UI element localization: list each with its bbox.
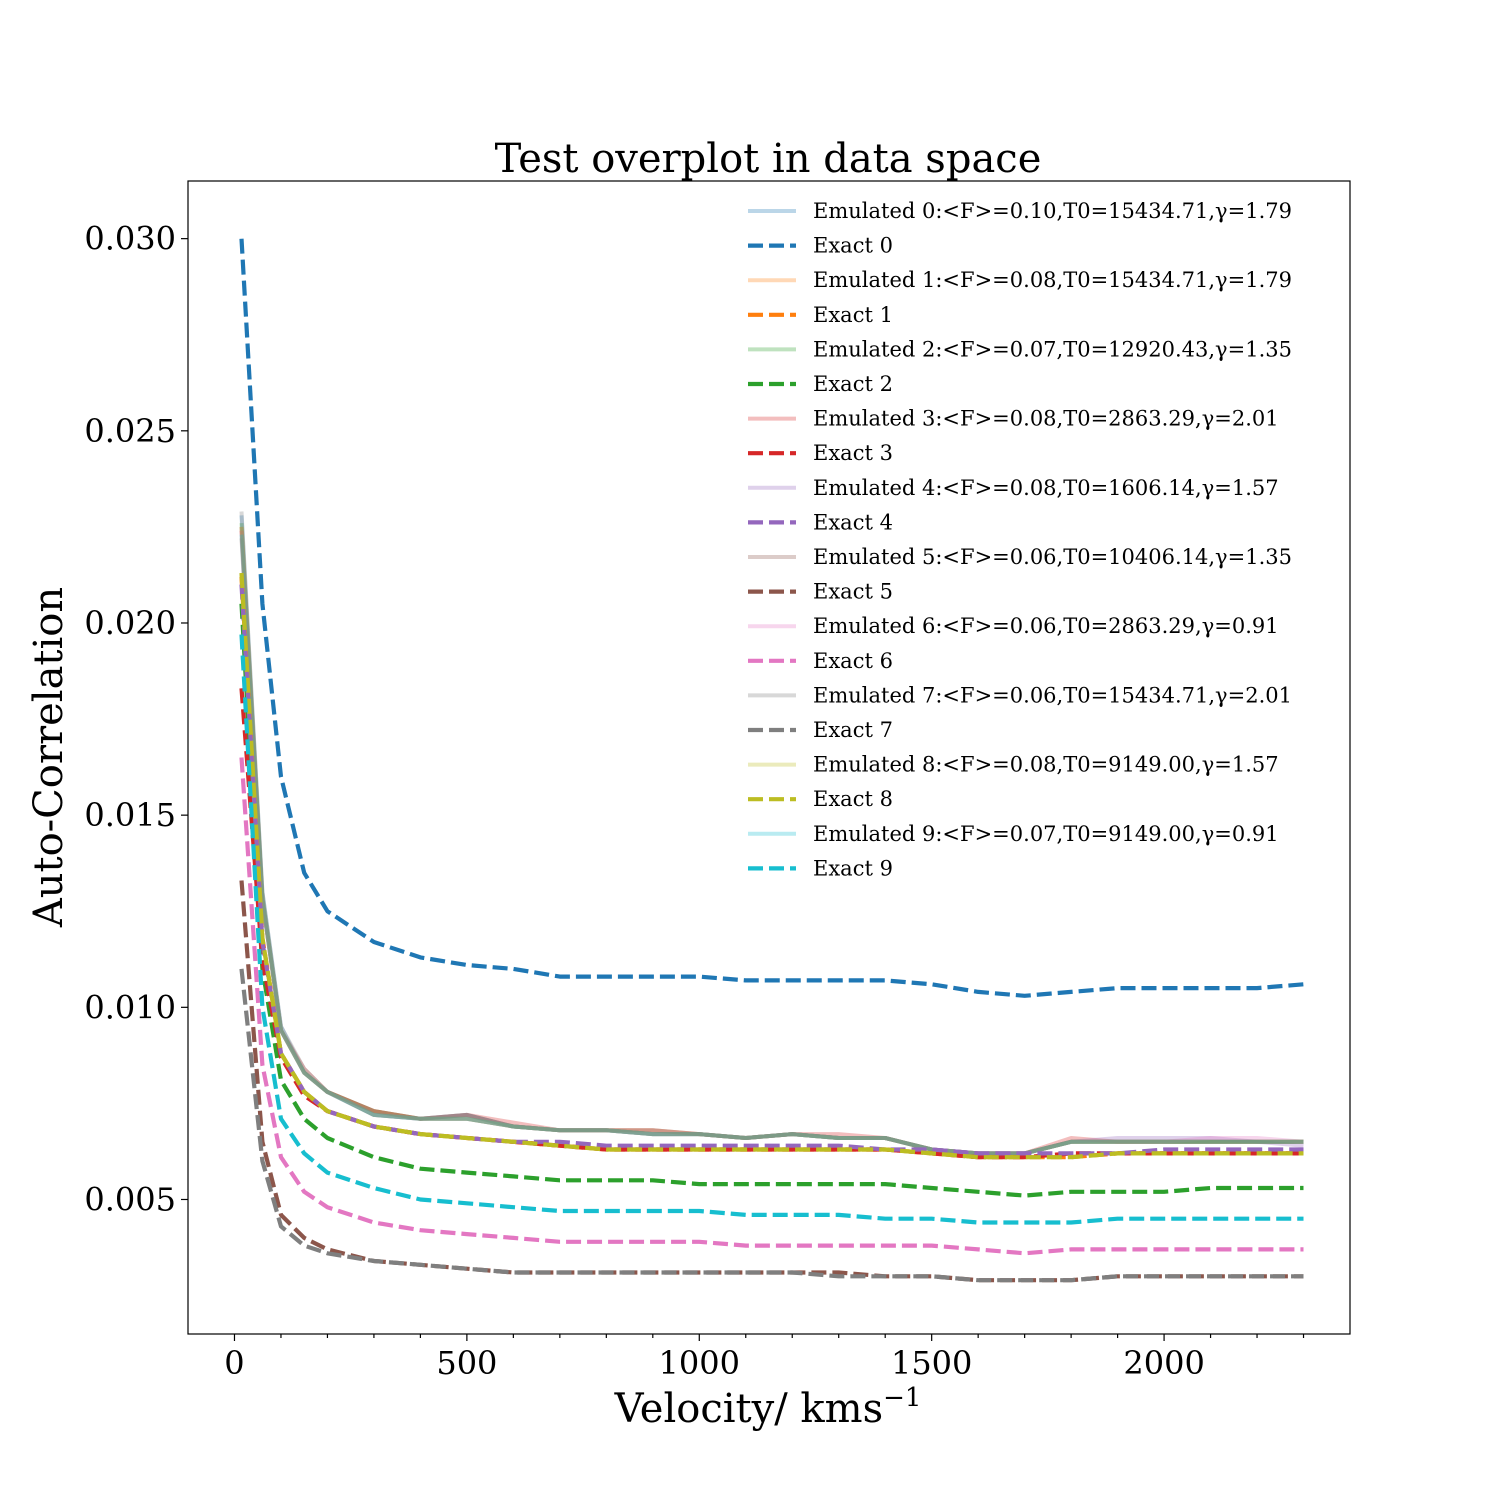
y-axis-label: Auto-Correlation (26, 587, 72, 928)
series-line-emulated-9 (239, 534, 1304, 1156)
legend-entry-label: Emulated 6:<F>=0.06,T0=2863.29,γ=0.91 (813, 614, 1279, 638)
y-tick-label: 0.010 (84, 988, 176, 1026)
legend-entry-label: Exact 8 (813, 787, 893, 811)
x-axis-label-superscript: −1 (883, 1383, 921, 1413)
x-tick-label: 2000 (1123, 1344, 1204, 1382)
legend-entry-label: Exact 3 (813, 441, 893, 465)
y-tick-label: 0.025 (84, 412, 176, 450)
y-tick-label: 0.005 (84, 1180, 176, 1218)
legend-entry-label: Emulated 5:<F>=0.06,T0=10406.14,γ=1.35 (813, 545, 1292, 569)
legend-entry-label: Exact 5 (813, 580, 893, 604)
y-axis: 0.005 0.010 0.015 0.020 0.025 0.030 (84, 220, 188, 1218)
chart-title: Test overplot in data space (495, 136, 1042, 182)
legend-entry-label: Emulated 9:<F>=0.07,T0=9149.00,γ=0.91 (813, 822, 1279, 846)
x-axis-label: Velocity/ kms−1 (614, 1383, 922, 1432)
x-tick-label: 1500 (891, 1344, 972, 1382)
x-tick-label: 0 (224, 1344, 244, 1382)
series-line-exact-9 (239, 634, 1304, 1225)
legend-entry-label: Emulated 3:<F>=0.08,T0=2863.29,γ=2.01 (813, 407, 1279, 431)
series-line-emulated-1 (239, 526, 1304, 1156)
x-tick-label: 1000 (659, 1344, 740, 1382)
legend-entry-label: Emulated 7:<F>=0.06,T0=15434.71,γ=2.01 (813, 683, 1292, 707)
series-line-emulated-6 (239, 530, 1304, 1156)
legend-entry-label: Exact 2 (813, 372, 893, 396)
legend-entry-label: Emulated 2:<F>=0.07,T0=12920.43,γ=1.35 (813, 337, 1292, 361)
series-line-emulated-7 (239, 511, 1304, 1156)
series-line-emulated-4 (239, 526, 1304, 1156)
plot-frame (187, 180, 1351, 1335)
legend-entry-label: Exact 7 (813, 718, 893, 742)
series-line-exact-2 (239, 603, 1304, 1198)
y-tick-label: 0.015 (84, 796, 176, 834)
legend-entry-label: Emulated 0:<F>=0.10,T0=15434.71,γ=1.79 (813, 199, 1292, 223)
legend-entry-label: Exact 6 (813, 649, 893, 673)
legend-entry-label: Exact 4 (813, 510, 893, 534)
series-line-exact-6 (239, 757, 1304, 1256)
series-line-emulated-8 (239, 526, 1304, 1156)
x-tick-label: 500 (436, 1344, 497, 1382)
series-line-exact-8 (239, 572, 1304, 1160)
legend-entry-label: Emulated 8:<F>=0.08,T0=9149.00,γ=1.57 (813, 753, 1279, 777)
series-line-exact-7 (239, 968, 1304, 1283)
series-line-exact-0 (239, 238, 1304, 998)
y-tick-label: 0.030 (84, 220, 176, 258)
x-axis: 0 500 1000 1500 2000 (224, 1334, 1305, 1382)
legend-entry-label: Emulated 1:<F>=0.08,T0=15434.71,γ=1.79 (813, 268, 1292, 292)
legend-entry-label: Exact 0 (813, 234, 893, 258)
series-line-emulated-3 (239, 530, 1304, 1156)
legend-entry-label: Exact 1 (813, 303, 893, 327)
legend: Emulated 0:<F>=0.10,T0=15434.71,γ=1.79 Ex… (748, 199, 1292, 880)
plot-lines (239, 238, 1304, 1283)
y-tick-label: 0.020 (84, 604, 176, 642)
legend-entry-label: Emulated 4:<F>=0.08,T0=1606.14,γ=1.57 (813, 476, 1279, 500)
series-line-emulated-0 (239, 515, 1304, 1156)
legend-entry-label: Exact 9 (813, 856, 893, 880)
series-line-emulated-5 (239, 538, 1304, 1156)
series-line-emulated-2 (239, 522, 1304, 1156)
